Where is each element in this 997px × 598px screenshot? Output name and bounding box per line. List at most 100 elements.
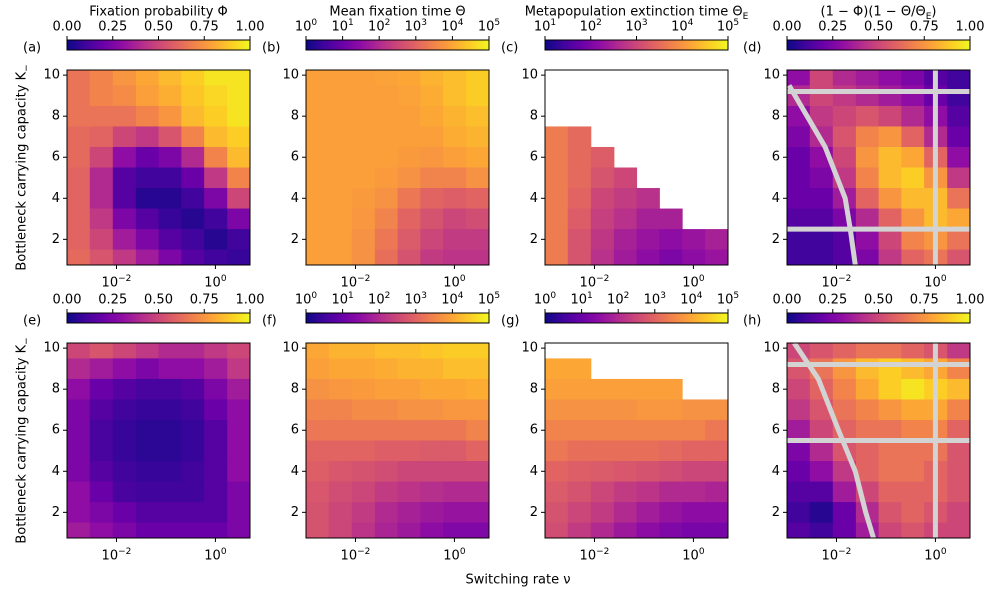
heatmap-cell — [181, 502, 205, 524]
heatmap-cell — [397, 85, 421, 107]
heatmap-cell — [947, 70, 971, 86]
heatmap-cell — [878, 343, 902, 359]
heatmap-cell — [901, 461, 925, 483]
panel-title: (1 − Φ)(1 − Θ/ΘE​) — [821, 5, 937, 22]
colorbar-tick-label: 101​ — [534, 18, 556, 35]
heatmap-cell — [901, 208, 925, 230]
heatmap-cell — [158, 522, 182, 539]
heatmap-cell — [306, 399, 330, 421]
heatmap-cell — [636, 461, 660, 483]
heatmap-cell — [158, 419, 182, 441]
heatmap-cell — [878, 358, 902, 380]
heatmap-cell — [397, 167, 421, 189]
heatmap-cell — [466, 419, 490, 441]
heatmap-cell — [420, 126, 444, 148]
panel-label: (d) — [743, 41, 761, 56]
heatmap-cell — [306, 146, 330, 168]
heatmap-cell — [832, 208, 857, 230]
colorbar — [66, 39, 251, 51]
heatmap-cell — [947, 399, 971, 421]
heatmap-cell — [636, 188, 660, 210]
heatmap-cell — [227, 105, 251, 127]
heatmap-cell — [855, 188, 880, 210]
heatmap-cell — [567, 419, 592, 441]
heatmap-cell — [227, 343, 251, 359]
heatmap-cell — [112, 343, 137, 359]
heatmap-cell — [181, 461, 205, 483]
panel-label: (f) — [262, 314, 277, 329]
heatmap-cell — [89, 85, 114, 107]
heatmap-cell — [901, 229, 925, 251]
colorbar-tick-label: 101​ — [570, 291, 592, 308]
heatmap-cell — [832, 343, 857, 359]
heatmap-cell — [351, 419, 376, 441]
heatmap-cell — [89, 249, 114, 266]
heatmap-cell — [374, 85, 399, 107]
heatmap-cell — [306, 502, 330, 524]
heatmap-cell — [328, 208, 353, 230]
heatmap-cell — [613, 419, 638, 441]
heatmap-cell — [227, 502, 251, 524]
heatmap-cell — [901, 399, 925, 421]
heatmap-cell — [878, 167, 902, 189]
heatmap-cell — [112, 249, 137, 266]
heatmap-cell — [443, 105, 467, 127]
heatmap-cell — [181, 343, 205, 359]
heatmap-cell — [545, 502, 569, 524]
y-tick-label: 10 — [763, 341, 780, 356]
heatmap-cell — [855, 378, 880, 400]
heatmap-cell — [659, 481, 683, 503]
colorbar-tick-label: 1.00 — [956, 293, 985, 308]
y-tick-label: 6 — [291, 423, 299, 438]
overlay — [787, 70, 970, 265]
heatmap-cell — [135, 502, 160, 524]
x-tick-label: 100​ — [443, 274, 466, 291]
heatmap-cell — [306, 208, 330, 230]
heatmap-cell — [181, 249, 205, 266]
heatmap-cell — [181, 481, 205, 503]
heatmap-cell — [351, 85, 376, 107]
x-tick-label: 10−2​ — [822, 547, 852, 564]
colorbar-tick-label: 0.25 — [98, 20, 127, 35]
heatmap-cell — [878, 419, 902, 441]
heatmap-cell — [227, 70, 251, 86]
y-tick-label: 2 — [52, 232, 60, 247]
heatmap-cell — [328, 70, 353, 86]
colorbar-tick-label: 0.75 — [910, 20, 939, 35]
colorbar-tick-label: 102​ — [607, 291, 629, 308]
heatmap-cell — [947, 419, 971, 441]
heatmap-cell — [112, 188, 137, 210]
heatmap-cell — [112, 85, 137, 107]
heatmap-cell — [420, 502, 444, 524]
y-tick-label: 4 — [530, 464, 538, 479]
heatmap-cell — [855, 358, 880, 380]
heatmap-cell — [158, 343, 182, 359]
colorbar-tick-label: 0.75 — [190, 20, 219, 35]
heatmap-cell — [135, 522, 160, 539]
heatmap-cell — [397, 378, 421, 400]
heatmap-cell — [901, 70, 925, 86]
heatmap-cell — [787, 419, 811, 441]
heatmap-cell — [545, 378, 569, 400]
heatmap-cell — [613, 399, 638, 421]
heatmap-cell — [787, 481, 811, 503]
heatmap-cell — [374, 502, 399, 524]
y-tick-label: 4 — [52, 464, 60, 479]
heatmap-cell — [204, 146, 228, 168]
heatmap-cell — [809, 461, 834, 483]
heatmap-cell — [112, 358, 137, 380]
heatmap-cell — [227, 378, 251, 400]
heatmap-cell — [397, 105, 421, 127]
heatmap-cell — [659, 440, 683, 462]
heatmap-cell — [901, 440, 925, 462]
heatmap-cell — [328, 126, 353, 148]
heatmap-cell — [567, 522, 592, 539]
heatmap-cell — [306, 85, 330, 107]
colorbar-tick-label: 0.25 — [98, 293, 127, 308]
plot-frame — [786, 342, 971, 539]
heatmap-cell — [809, 440, 834, 462]
heatmap-cell — [878, 399, 902, 421]
panel-label: (e) — [23, 314, 41, 329]
heatmap-cell — [420, 358, 444, 380]
